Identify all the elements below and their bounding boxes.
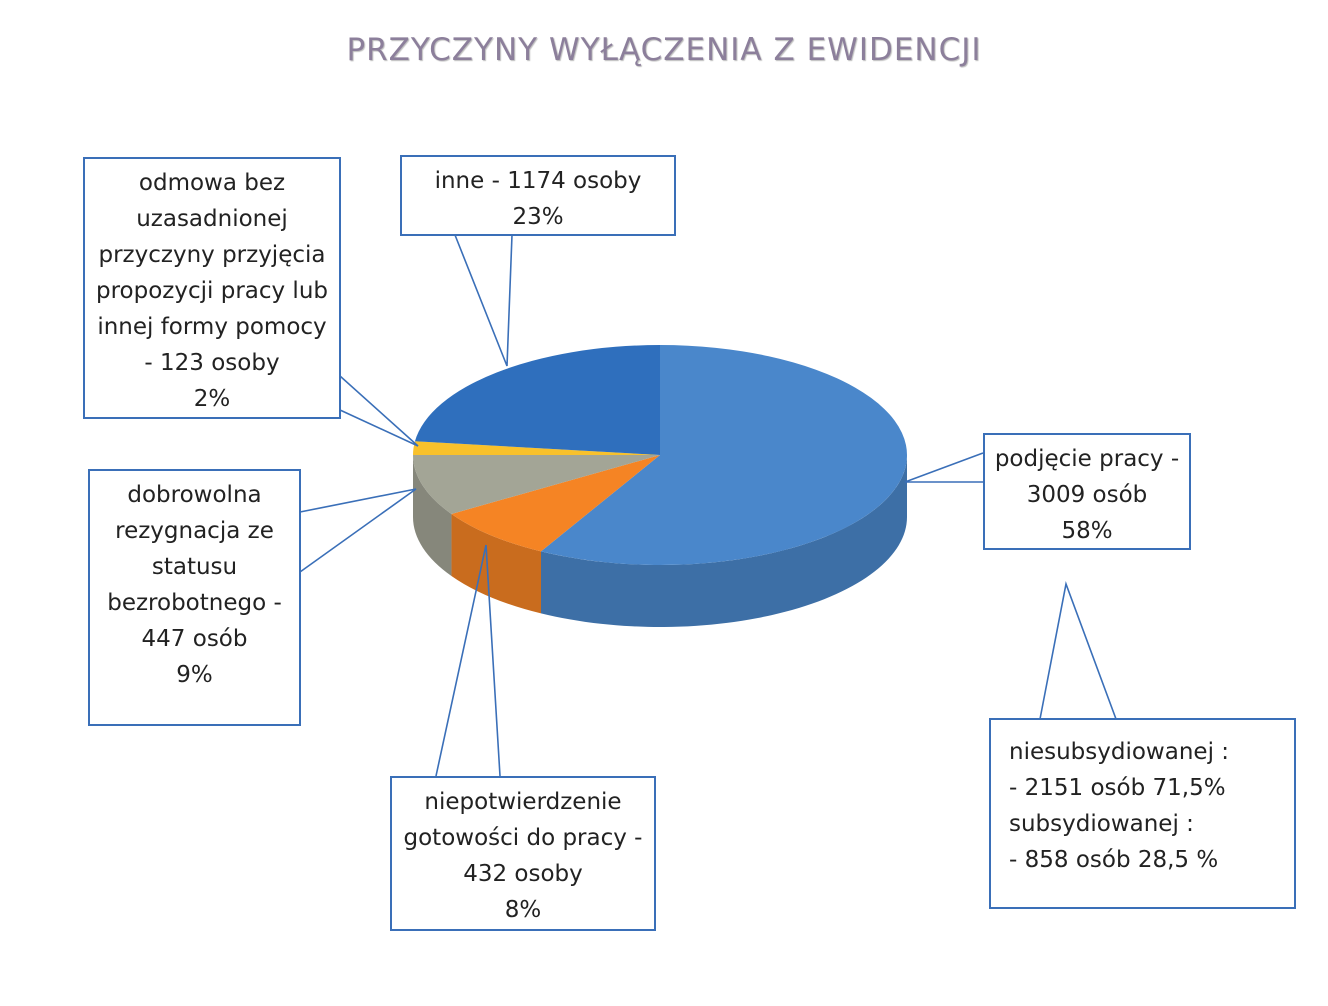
slice-side bbox=[413, 455, 452, 576]
data-label-box: podjęcie pracy - 3009 osób 58% bbox=[983, 433, 1191, 550]
category-label: odmowa bez uzasadnionej przyczyny przyję… bbox=[96, 170, 328, 376]
slice-side bbox=[541, 455, 907, 627]
annotation-box: niesubsydiowanej : - 2151 osób 71,5% subsy… bbox=[989, 718, 1296, 909]
value-label: 9% bbox=[176, 662, 213, 688]
annotation-pointer bbox=[1039, 581, 1117, 720]
annotation-line: niesubsydiowanej : bbox=[1009, 739, 1230, 765]
data-label-box: inne - 1174 osoby 23% bbox=[400, 155, 676, 236]
slice-side bbox=[451, 513, 542, 614]
data-label-box: dobrowolna rezygnacja ze statusu bezrobo… bbox=[88, 469, 301, 726]
value-label: 8% bbox=[504, 897, 542, 923]
slice bbox=[413, 441, 660, 455]
category-label: dobrowolna rezygnacja ze statusu bezrobo… bbox=[107, 482, 282, 652]
leader-line bbox=[299, 488, 417, 573]
category-label: niepotwierdzenie gotowości do pracy - 43… bbox=[403, 789, 643, 887]
leader-line bbox=[904, 452, 984, 483]
slice bbox=[541, 344, 908, 565]
chart-title: PRZYCZYNY WYŁĄCZENIA Z EWIDENCJI bbox=[346, 32, 982, 68]
value-label: 58% bbox=[1061, 518, 1113, 544]
value-label: 2% bbox=[193, 386, 231, 412]
category-label: podjęcie pracy - 3009 osób bbox=[994, 446, 1180, 508]
data-label-box: odmowa bez uzasadnionej przyczyny przyję… bbox=[83, 157, 341, 419]
annotation-line: subsydiowanej : bbox=[1009, 811, 1194, 837]
leader-line bbox=[454, 234, 513, 367]
leader-line bbox=[339, 375, 419, 447]
slice bbox=[413, 455, 660, 514]
value-label: 23% bbox=[512, 204, 564, 230]
annotation-line: - 858 osób 28,5 % bbox=[1009, 847, 1219, 873]
leader-line bbox=[435, 544, 501, 777]
slice bbox=[414, 345, 660, 455]
data-label-box: niepotwierdzenie gotowości do pracy - 43… bbox=[390, 776, 656, 931]
slice bbox=[451, 455, 660, 552]
annotation-line: - 2151 osób 71,5% bbox=[1009, 775, 1226, 801]
category-label: inne - 1174 osoby bbox=[434, 168, 642, 194]
